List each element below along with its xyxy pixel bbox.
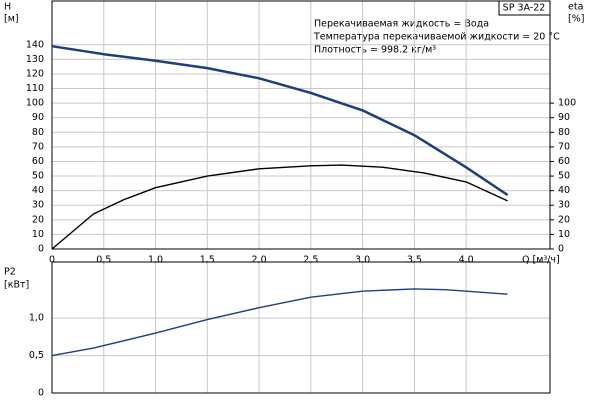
annotation: Перекачиваемая жидкость = Вода bbox=[314, 19, 489, 30]
y-tick-label: 70 bbox=[32, 141, 44, 152]
y2-tick-label: 60 bbox=[558, 156, 570, 167]
x-tick-label: 0,5 bbox=[96, 255, 111, 266]
curve bbox=[51, 164, 508, 250]
y2-tick-label: 80 bbox=[558, 127, 570, 138]
y2-tick-label: 90 bbox=[558, 112, 570, 123]
curve bbox=[51, 288, 508, 357]
y-tick-label: 80 bbox=[32, 127, 44, 138]
y-tick-label: 60 bbox=[32, 156, 44, 167]
y2-label: eta bbox=[568, 2, 583, 13]
y-tick-label: 10 bbox=[32, 229, 44, 240]
y-tick-label: 110 bbox=[26, 83, 44, 94]
y2-tick-label: 20 bbox=[558, 214, 570, 225]
y-tick-label: 50 bbox=[32, 171, 44, 182]
y-tick-label: 0 bbox=[38, 388, 44, 399]
y-tick-label: 1,0 bbox=[29, 313, 44, 324]
y-tick-label: 20 bbox=[32, 214, 44, 225]
x-tick-label: 3,5 bbox=[407, 255, 422, 266]
x-tick-label: 2,0 bbox=[252, 255, 267, 266]
y-tick-label: 140 bbox=[26, 39, 44, 50]
x-tick-label: 1,5 bbox=[200, 255, 215, 266]
y2-tick-label: 30 bbox=[558, 200, 570, 211]
y-tick-label: 0,5 bbox=[29, 350, 44, 361]
x-tick-label: 0 bbox=[49, 255, 55, 266]
model-label: SP 3A-22 bbox=[503, 3, 546, 14]
x-tick-label: 2,5 bbox=[303, 255, 318, 266]
y2-tick-label: 70 bbox=[558, 141, 570, 152]
y2-tick-label: 40 bbox=[558, 185, 570, 196]
y-tick-label: 40 bbox=[32, 185, 44, 196]
x-label: Q [м³/ч] bbox=[522, 255, 560, 266]
annotation: Температура перекачиваемой жидкости = 20… bbox=[313, 32, 560, 43]
y2-tick-label: 50 bbox=[558, 171, 570, 182]
plot-frame bbox=[51, 261, 551, 394]
y-unit: [м] bbox=[4, 14, 19, 25]
y-tick-label: 100 bbox=[26, 98, 44, 109]
y2-unit: [%] bbox=[568, 14, 584, 25]
y2-tick-label: 100 bbox=[558, 98, 576, 109]
x-tick-label: 4,0 bbox=[459, 255, 474, 266]
y-tick-label: 30 bbox=[32, 200, 44, 211]
y-unit: [кВт] bbox=[4, 280, 29, 291]
y-tick-label: 0 bbox=[38, 244, 44, 255]
y-tick-label: 120 bbox=[26, 68, 44, 79]
y2-tick-label: 10 bbox=[558, 229, 570, 240]
y2-tick-label: 0 bbox=[558, 244, 564, 255]
x-tick-label: 3,0 bbox=[355, 255, 370, 266]
annotation: Плотность = 998.2 кг/м³ bbox=[314, 45, 436, 56]
y-label: H bbox=[4, 2, 11, 13]
y-label: P2 bbox=[4, 267, 16, 278]
y-tick-label: 130 bbox=[26, 54, 44, 65]
x-tick-label: 1,0 bbox=[148, 255, 163, 266]
curve bbox=[51, 44, 509, 197]
y-tick-label: 90 bbox=[32, 112, 44, 123]
plot-frame bbox=[51, 0, 551, 250]
